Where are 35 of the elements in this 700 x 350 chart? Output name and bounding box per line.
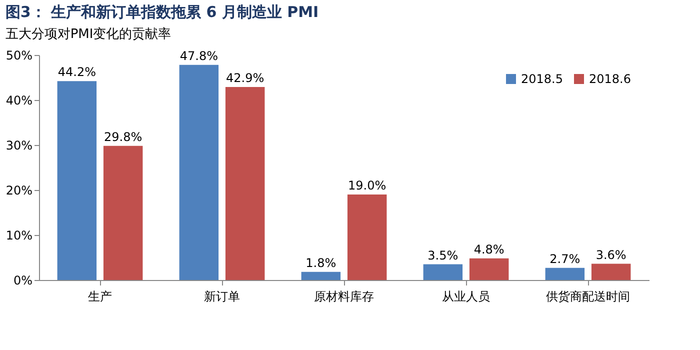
bar (545, 268, 585, 280)
bar (469, 258, 509, 280)
bar (103, 146, 143, 280)
x-tick-label: 供货商配送时间 (546, 290, 630, 304)
data-label: 47.8% (180, 48, 218, 63)
y-tick-label: 30% (6, 138, 32, 152)
x-tick-label: 原材料库存 (314, 290, 374, 304)
data-label: 1.8% (306, 256, 336, 270)
bar (179, 64, 219, 280)
data-label: 29.8% (104, 130, 142, 144)
y-tick-label: 40% (6, 94, 32, 108)
bar (423, 264, 463, 280)
x-tick-label: 从业人员 (442, 290, 490, 304)
legend-label: 2018.6 (589, 72, 631, 86)
bar (301, 272, 341, 280)
y-tick-label: 50% (6, 48, 32, 62)
bar (347, 194, 387, 280)
chart-subtitle: 五大分项对PMI变化的贡献率 (5, 26, 172, 42)
bar (225, 86, 265, 280)
bar (591, 264, 631, 280)
data-label: 3.6% (596, 248, 626, 262)
data-label: 2.7% (550, 252, 580, 266)
bar (57, 81, 97, 280)
y-tick-label: 0% (13, 274, 32, 288)
legend-label: 2018.5 (521, 72, 563, 86)
data-label: 3.5% (428, 248, 458, 262)
data-label: 19.0% (348, 178, 386, 192)
x-tick-label: 新订单 (204, 290, 240, 304)
x-tick-label: 生产 (88, 290, 112, 304)
data-label: 42.9% (226, 70, 264, 85)
y-tick-label: 20% (6, 184, 32, 198)
chart-title: 图3： 生产和新订单指数拖累 6 月制造业 PMI (5, 3, 319, 21)
y-tick-label: 10% (6, 228, 32, 242)
data-label: 44.2% (58, 65, 96, 80)
data-label: 4.8% (474, 242, 504, 256)
